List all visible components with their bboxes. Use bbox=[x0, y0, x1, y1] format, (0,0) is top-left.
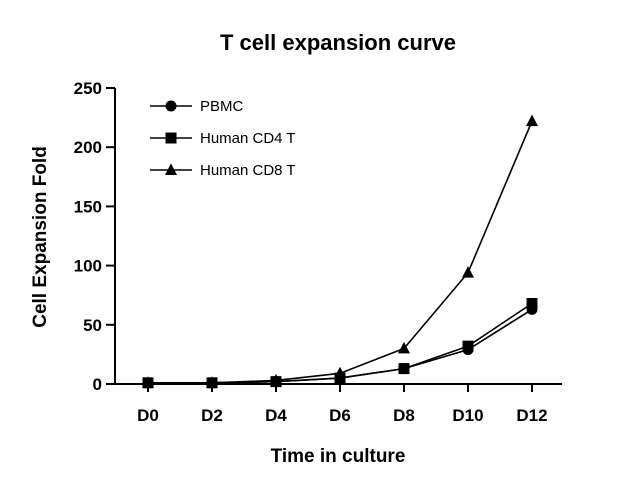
data-square-point bbox=[462, 340, 474, 352]
series-line bbox=[148, 120, 533, 384]
y-tick-label: 250 bbox=[74, 79, 102, 98]
x-tick-label: D6 bbox=[329, 406, 351, 425]
data-triangle-point bbox=[462, 266, 474, 278]
y-tick-label: 150 bbox=[74, 197, 102, 216]
x-tick-label: D4 bbox=[265, 406, 287, 425]
y-axis-ticks: 0 50 100 150 200 250 bbox=[74, 79, 115, 394]
y-tick-label: 50 bbox=[83, 316, 102, 335]
x-tick-label: D10 bbox=[452, 406, 483, 425]
legend-item: Human CD4 T bbox=[150, 130, 296, 147]
legend-label: Human CD4 T bbox=[200, 130, 296, 147]
legend-square-point bbox=[165, 132, 177, 144]
y-tick-label: 0 bbox=[93, 375, 102, 394]
data-triangle-point bbox=[334, 366, 346, 379]
x-axis-label: Time in culture bbox=[271, 446, 406, 467]
x-tick-label: D0 bbox=[137, 406, 159, 425]
data-triangle-point bbox=[270, 373, 282, 386]
series-layer bbox=[142, 114, 538, 389]
x-tick-label: D8 bbox=[393, 406, 415, 425]
data-triangle-point bbox=[398, 341, 410, 354]
legend-item: PBMC bbox=[150, 98, 244, 115]
legend-label: Human CD8 T bbox=[200, 162, 296, 179]
x-tick-label: D2 bbox=[201, 406, 223, 425]
y-tick-label: 200 bbox=[74, 138, 102, 157]
x-tick-label: D12 bbox=[516, 406, 547, 425]
legend-triangle-point bbox=[165, 163, 177, 175]
data-triangle-point bbox=[142, 376, 154, 388]
legend-circle-point bbox=[165, 100, 177, 112]
y-tick-label: 100 bbox=[74, 257, 102, 276]
data-square-point bbox=[398, 363, 410, 375]
data-triangle-point bbox=[206, 376, 218, 388]
data-square-point bbox=[526, 297, 538, 309]
series-triangle bbox=[142, 114, 538, 388]
legend: PBMC Human CD4 T Human CD8 T bbox=[150, 98, 296, 179]
chart-title: T cell expansion curve bbox=[220, 30, 456, 55]
y-axis-label: Cell Expansion Fold bbox=[30, 146, 51, 328]
legend-label: PBMC bbox=[200, 98, 244, 115]
data-triangle-point bbox=[526, 114, 538, 127]
x-axis-ticks: D0 D2 D4 D6 D8 D10 D12 bbox=[137, 384, 548, 425]
legend-item: Human CD8 T bbox=[150, 162, 296, 179]
